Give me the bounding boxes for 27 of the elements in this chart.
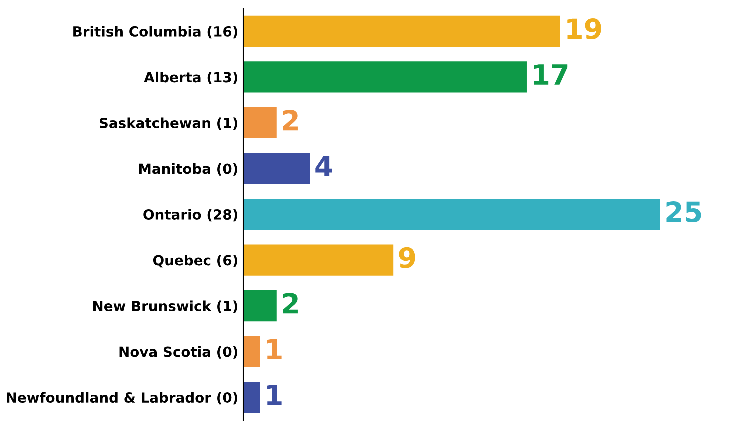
y-tick-label: Saskatchewan (1) <box>100 118 238 130</box>
y-tick-label: Ontario (28) <box>144 209 238 222</box>
bar <box>244 244 394 276</box>
data-label: 4 <box>316 156 332 176</box>
bar <box>244 382 260 414</box>
y-tick-label: New Brunswick (1) <box>94 300 238 314</box>
bar <box>244 62 527 93</box>
bar <box>244 198 660 230</box>
bar <box>244 16 560 48</box>
data-label: 2 <box>283 110 298 131</box>
y-tick-label: Quebec (6) <box>153 254 238 268</box>
data-label: 2 <box>283 293 298 314</box>
bar <box>244 290 277 322</box>
data-label: 1 <box>268 339 282 360</box>
y-tick-label: Nova Scotia (0) <box>120 346 238 359</box>
data-label: 1 <box>268 384 282 406</box>
bar <box>244 107 277 139</box>
data-label: 25 <box>666 202 702 223</box>
data-label: 19 <box>568 18 602 40</box>
data-label: 17 <box>534 64 568 85</box>
bar <box>244 336 260 368</box>
data-label: 9 <box>399 247 416 268</box>
y-tick-label: Newfoundland & Labrador (0) <box>7 392 238 405</box>
y-tick-label: British Columbia (16) <box>74 26 238 39</box>
bar <box>244 153 310 184</box>
y-tick-label: Alberta (13) <box>144 72 238 84</box>
y-tick-label: Manitoba (0) <box>139 163 238 176</box>
